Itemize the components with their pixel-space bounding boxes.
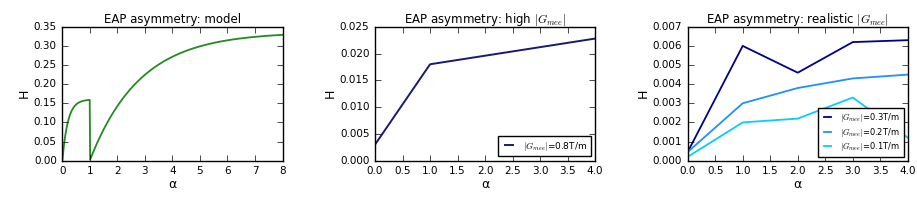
$|G_{mee}|$=0.2T/m bbox=[902, 73, 913, 76]
Y-axis label: H: H bbox=[324, 89, 337, 98]
$|G_{mee}|$=0.3T/m bbox=[682, 151, 693, 153]
$|G_{mee}|$=0.2T/m bbox=[847, 77, 858, 80]
$|G_{mee}|$=0.3T/m bbox=[847, 41, 858, 43]
$|G_{mee}|$=0.3T/m bbox=[792, 71, 803, 74]
Y-axis label: H: H bbox=[636, 89, 650, 98]
$|G_{mee}|$=0.3T/m bbox=[737, 45, 748, 47]
$|G_{mee}|$=0.1T/m bbox=[682, 156, 693, 158]
$|G_{mee}|$=0.1T/m bbox=[847, 96, 858, 99]
Legend: $|G_{mee}|$=0.3T/m, $|G_{mee}|$=0.2T/m, $|G_{mee}|$=0.1T/m: $|G_{mee}|$=0.3T/m, $|G_{mee}|$=0.2T/m, … bbox=[818, 108, 903, 157]
$|G_{mee}|$=0.1T/m bbox=[737, 121, 748, 124]
Title: EAP asymmetry: high $|G_{mee}|$: EAP asymmetry: high $|G_{mee}|$ bbox=[404, 11, 566, 28]
X-axis label: α: α bbox=[481, 178, 489, 191]
Title: EAP asymmetry: realistic $|G_{mee}|$: EAP asymmetry: realistic $|G_{mee}|$ bbox=[706, 11, 889, 28]
Legend: $|G_{mee}|$=0.8T/m: $|G_{mee}|$=0.8T/m bbox=[499, 136, 591, 156]
$|G_{mee}|$=0.2T/m bbox=[792, 87, 803, 89]
Y-axis label: H: H bbox=[18, 89, 31, 98]
$|G_{mee}|$=0.3T/m bbox=[902, 39, 913, 41]
Line: $|G_{mee}|$=0.3T/m: $|G_{mee}|$=0.3T/m bbox=[688, 40, 908, 152]
$|G_{mee}|$=0.2T/m bbox=[682, 151, 693, 153]
$|G_{mee}|$=0.1T/m bbox=[792, 117, 803, 120]
Line: $|G_{mee}|$=0.2T/m: $|G_{mee}|$=0.2T/m bbox=[688, 75, 908, 152]
Line: $|G_{mee}|$=0.1T/m: $|G_{mee}|$=0.1T/m bbox=[688, 98, 908, 157]
$|G_{mee}|$=0.2T/m bbox=[737, 102, 748, 104]
X-axis label: α: α bbox=[793, 178, 801, 191]
Title: EAP asymmetry: model: EAP asymmetry: model bbox=[104, 13, 241, 26]
$|G_{mee}|$=0.1T/m bbox=[902, 137, 913, 139]
X-axis label: α: α bbox=[169, 178, 177, 191]
